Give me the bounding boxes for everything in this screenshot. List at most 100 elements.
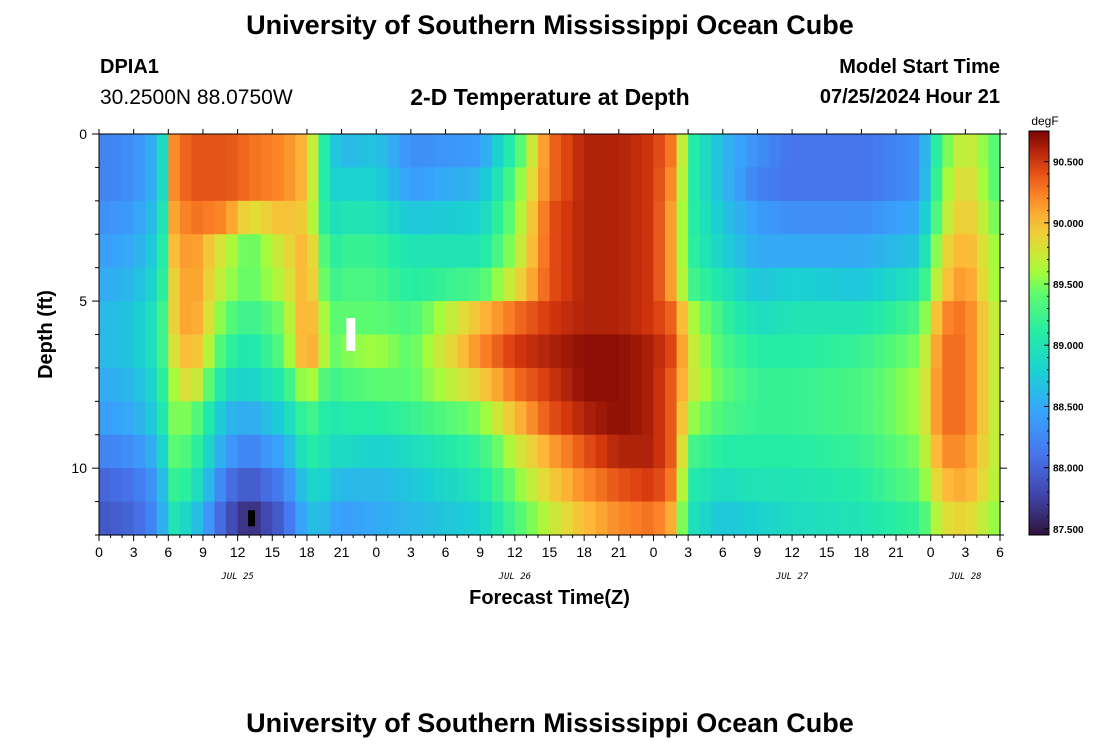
x-tick-label: 0 [372, 544, 380, 560]
heatmap-cell [896, 468, 909, 503]
heatmap-cell [526, 468, 539, 503]
y-axis: 0 5 10 [71, 126, 1007, 536]
heatmap-cell [584, 401, 597, 436]
heatmap-cell [330, 234, 343, 269]
heatmap-cell [584, 200, 597, 235]
heatmap-cell [99, 200, 112, 235]
heatmap-cell [803, 134, 816, 169]
model-start-label: Model Start Time [839, 56, 1000, 78]
heatmap-cell [156, 200, 169, 235]
heatmap-cell [872, 367, 886, 402]
heatmap-cell [641, 134, 655, 169]
heatmap-cell [133, 334, 146, 369]
heatmap-cell [422, 401, 435, 436]
heatmap-cell [757, 167, 770, 202]
heatmap-cell [514, 301, 527, 336]
heatmap-cell [953, 468, 966, 503]
heatmap-cell [341, 200, 354, 235]
heatmap-cell [722, 134, 735, 169]
heatmap-cell [815, 267, 828, 302]
heatmap-cell [202, 301, 216, 336]
heatmap-cell [688, 334, 701, 369]
heatmap-cell [376, 367, 389, 402]
x-tick-label: 0 [95, 544, 103, 560]
heatmap-cell [757, 200, 770, 235]
heatmap-cell [965, 468, 978, 503]
heatmap-cell [330, 167, 343, 202]
heatmap-cell [422, 200, 435, 235]
heatmap-cell [930, 468, 943, 503]
heatmap-cell [653, 234, 666, 269]
heatmap-cell [191, 167, 204, 202]
heatmap-cell [99, 468, 112, 503]
colorbar-ticks: 87.500 88.000 88.500 89.000 89.500 90.000 90.5… [1044, 158, 1084, 536]
heatmap-cell [745, 234, 759, 269]
heatmap-cell [99, 267, 112, 302]
heatmap-cell [838, 301, 851, 336]
x-tick-label: 15 [819, 544, 835, 560]
heatmap-cell [653, 401, 666, 436]
heatmap-cell [861, 134, 874, 169]
heatmap-cell [919, 267, 932, 302]
heatmap-cell [353, 167, 366, 202]
heatmap-cell [607, 134, 620, 169]
heatmap-cell [260, 200, 273, 235]
heatmap-cell [665, 468, 678, 503]
heatmap-cell [768, 234, 782, 269]
heatmap-cell [468, 401, 481, 436]
heatmap-cell [676, 200, 689, 235]
heatmap-cell [872, 401, 886, 436]
heatmap-cell [699, 401, 712, 436]
heatmap-cell [410, 501, 424, 536]
heatmap-cell [976, 468, 990, 503]
heatmap-cell [665, 167, 678, 202]
heatmap-cell [953, 167, 966, 202]
heatmap-cell [745, 501, 759, 536]
heatmap-cell [433, 401, 447, 436]
heatmap-cell [491, 367, 504, 402]
heatmap-cell [226, 334, 239, 369]
heatmap-cell [318, 301, 331, 336]
heatmap-cell [364, 367, 377, 402]
heatmap-cell [237, 401, 250, 436]
heatmap-cell [226, 468, 239, 503]
heatmap-cell [376, 401, 389, 436]
heatmap-cell [838, 200, 851, 235]
heatmap-cell [387, 468, 400, 503]
heatmap-cell [410, 234, 424, 269]
heatmap-cell [514, 501, 527, 536]
heatmap-cell [422, 234, 435, 269]
heatmap-cell [110, 234, 123, 269]
x-tick-label: 18 [854, 544, 870, 560]
heatmap-cell [561, 334, 574, 369]
heatmap-cell [561, 434, 574, 469]
heatmap-cell [226, 434, 239, 469]
heatmap-cell [457, 501, 470, 536]
heatmap-cell [665, 434, 678, 469]
heatmap-cell [838, 267, 851, 302]
heatmap-cell [734, 134, 747, 169]
heatmap-cell [792, 334, 805, 369]
heatmap-cell [630, 367, 643, 402]
heatmap-cell [168, 468, 181, 503]
heatmap-cell [976, 334, 990, 369]
heatmap-cell [826, 334, 839, 369]
heatmap-cell [976, 234, 990, 269]
heatmap-cell [665, 134, 678, 169]
heatmap-cell [780, 468, 793, 503]
heatmap-cell [410, 134, 424, 169]
heatmap-cell [919, 434, 932, 469]
x-tick-label: 15 [264, 544, 280, 560]
heatmap-cell [757, 301, 770, 336]
heatmap-cell [272, 234, 285, 269]
heatmap-cell [122, 301, 135, 336]
heatmap-cell [156, 267, 169, 302]
heatmap-cell [491, 267, 504, 302]
heatmap-cell [99, 234, 112, 269]
heatmap-cell [503, 234, 516, 269]
heatmap-cell [260, 267, 273, 302]
heatmap-cell [607, 200, 620, 235]
heatmap-cell [896, 267, 909, 302]
heatmap-cell [410, 468, 424, 503]
heatmap-cell [745, 434, 759, 469]
